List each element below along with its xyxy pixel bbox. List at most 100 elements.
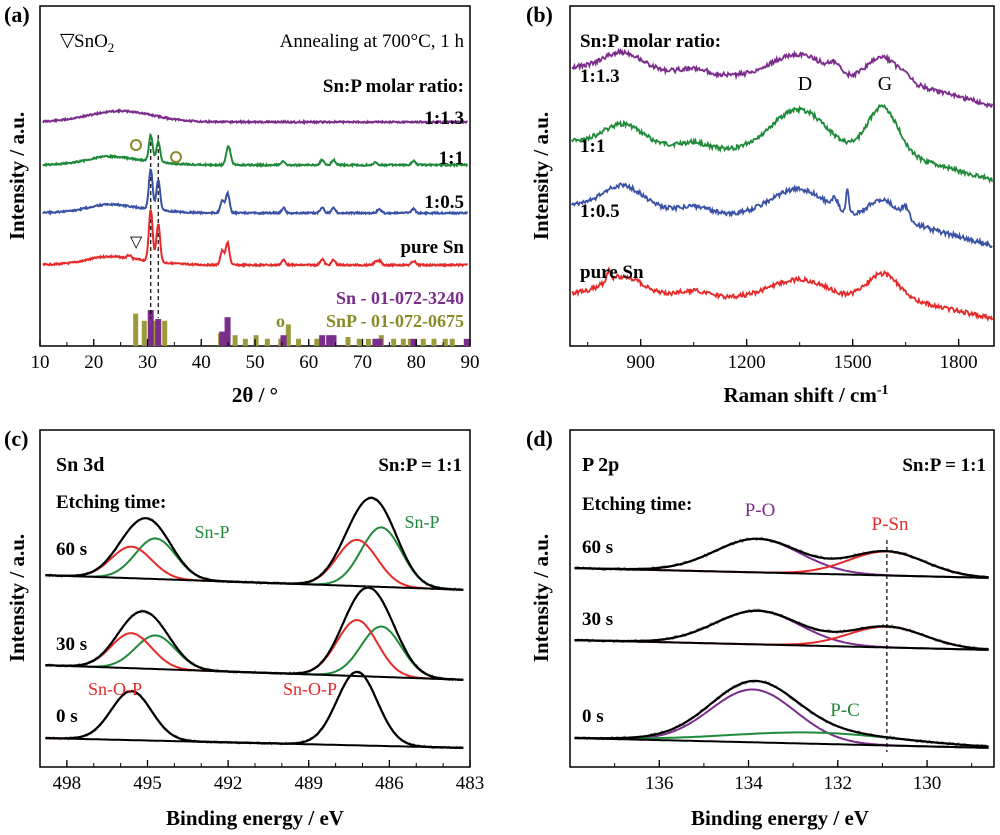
x-tick-label: 60: [299, 352, 318, 373]
panel-a-ref-snp-label: SnP - 01-072-0675: [326, 311, 464, 331]
sn-o-p-component: [45, 619, 464, 681]
panel-c-series-label: 30 s: [56, 634, 87, 655]
x-tick-label: 483: [456, 773, 485, 794]
xrd-series-line: [42, 209, 469, 269]
x-tick-label: 486: [375, 773, 404, 794]
panel-c-component-snop: Sn-O-P: [88, 679, 142, 699]
panel-a-x-label: 2θ / °: [232, 383, 278, 407]
sn-reference-bar: [219, 331, 226, 346]
xps-envelope: [574, 679, 989, 748]
panel-c-title: Sn 3d: [56, 454, 104, 476]
panel-b-series-header: Sn:P molar ratio:: [580, 31, 721, 52]
panel-a-legend-sno2: SnO2: [74, 31, 114, 55]
panel-a-legend-sno2-text: SnO: [74, 31, 108, 52]
panel-d-component-po: P-O: [745, 500, 776, 521]
panel-a-series-label: 1:1.3: [424, 108, 464, 129]
x-tick-label: 1800: [940, 352, 978, 373]
panel-a-series-header: Sn:P molar ratio:: [323, 76, 464, 97]
x-tick-label: 30: [138, 352, 157, 373]
panel-b-x-label-sup: -1: [877, 383, 889, 398]
snp-reference-bar: [133, 313, 139, 346]
sn-reference-bar: [147, 310, 154, 346]
x-tick-label: 80: [407, 352, 426, 373]
panel-d-label: (d): [526, 426, 553, 451]
panel-d-title: P 2p: [582, 454, 619, 476]
panel-a-series-label: 1:0.5: [424, 192, 464, 213]
panel-d-component-psn: P-Sn: [872, 514, 909, 535]
x-tick-label: 40: [192, 352, 211, 373]
panel-c-component-snop: Sn-O-P: [283, 679, 337, 699]
snp-reference-bar: [253, 335, 259, 346]
panel-a-y-label: Intensity / a.u.: [5, 112, 29, 240]
xps-envelope: [574, 537, 989, 579]
x-tick-label: 489: [295, 773, 324, 794]
snp-reference-bar: [314, 338, 320, 346]
snp-reference-bar: [152, 320, 158, 346]
xrd-series-line: [42, 132, 468, 169]
panel-a-x-axis: 10 20 30 40 50 60 70 80 90: [31, 339, 480, 373]
panel-a-spectra: [41, 107, 469, 269]
panel-b-frame: [569, 5, 995, 347]
xps-background: [574, 737, 989, 749]
x-tick-label: 10: [31, 352, 50, 373]
panel-a-annotation: Annealing at 700°C, 1 h: [280, 31, 465, 52]
snp-reference-bar: [242, 338, 248, 346]
panel-d-frame: [569, 429, 995, 768]
sn-reference-bar: [410, 338, 417, 346]
snp-reference-bar: [449, 338, 455, 346]
panel-c-etch-header: Etching time:: [56, 492, 166, 513]
x-tick-label: 492: [214, 773, 243, 794]
snp-reference-bar: [232, 335, 238, 346]
snp-reference-bar: [264, 338, 270, 346]
snp-reference-bar: [141, 320, 147, 346]
panel-c-spectra: [44, 495, 464, 750]
sn-reference-bar: [319, 335, 326, 346]
snp-reference-bar: [285, 324, 291, 346]
panel-a-snp-circle-marker: [170, 151, 182, 163]
panel-d-series-label: 30 s: [582, 609, 613, 630]
snp-reference-bar: [442, 338, 448, 346]
x-tick-label: 136: [645, 773, 674, 794]
xps-envelope: [45, 586, 464, 681]
panel-a-snp-circle-marker: [130, 139, 142, 151]
snp-reference-bar: [431, 338, 437, 346]
x-tick-label: 132: [824, 773, 853, 794]
panel-c-series-label: 0 s: [56, 706, 78, 727]
raman-series-line: [571, 103, 994, 184]
x-tick-label: 90: [461, 352, 480, 373]
panel-b-peak-d: D: [798, 73, 812, 95]
panel-a-ref-sn-label: Sn - 01-072-3240: [336, 288, 464, 308]
panel-b-y-label: Intensity / a.u.: [529, 112, 553, 240]
x-tick-label: 1500: [834, 352, 872, 373]
snp-reference-bar: [365, 338, 371, 346]
raman-series-line: [571, 47, 994, 109]
snp-reference-bar: [391, 338, 397, 346]
panel-b-peak-g: G: [878, 73, 892, 95]
panel-c: (c) 498 495 492 489 486 483 Sn 3d Sn:P = 1:1 …: [4, 426, 484, 830]
raman-series-line: [570, 182, 993, 249]
panel-b-x-label: Raman shift / cm-1: [723, 383, 888, 407]
xrd-series-line: [42, 107, 468, 125]
sn-reference-bar: [376, 338, 383, 346]
x-tick-label: 900: [626, 352, 655, 373]
sn-reference-bar: [463, 338, 470, 346]
x-tick-label: 130: [913, 773, 942, 794]
panel-b-spectra: [570, 47, 994, 322]
snp-reference-bar: [162, 320, 168, 346]
x-tick-label: 495: [133, 773, 162, 794]
raman-series-line: [571, 266, 994, 322]
panel-d-etch-header: Etching time:: [582, 494, 692, 515]
sn-reference-bar: [280, 335, 287, 346]
panel-b-series-label: 1:1: [580, 136, 605, 157]
snp-reference-bar: [296, 338, 302, 346]
panel-c-condition: Sn:P = 1:1: [378, 455, 462, 476]
panel-b: (b) 900 1200 1500 1800 Sn:P molar ratio: 1:…: [526, 2, 995, 407]
panel-b-series-label: 1:1.3: [580, 66, 620, 87]
x-tick-label: 20: [84, 352, 103, 373]
xps-envelope: [45, 670, 464, 749]
panel-a-reference-bars: [133, 310, 470, 346]
panel-d-component-pc: P-C: [830, 700, 860, 721]
panel-d-x-axis: 136 134 132 130: [569, 760, 973, 794]
panel-b-x-label-text: Raman shift / cm: [723, 383, 877, 407]
